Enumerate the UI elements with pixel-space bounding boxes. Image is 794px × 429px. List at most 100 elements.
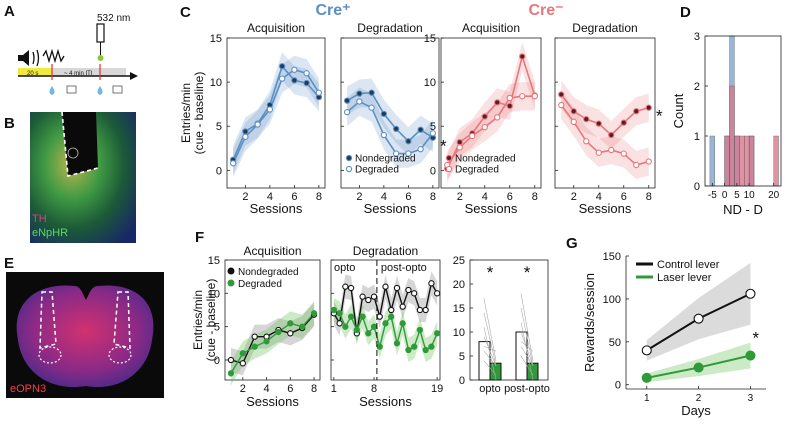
- x-tick-label: 6: [621, 191, 627, 203]
- point-nondegraded: [411, 290, 418, 297]
- y-tick-label: 150: [603, 251, 621, 263]
- point-degraded: [227, 370, 235, 377]
- point-degraded: [531, 93, 538, 100]
- point-degraded: [287, 320, 294, 327]
- bar-nondegraded: [478, 341, 491, 381]
- sem-band: [233, 52, 319, 174]
- point-degraded: [416, 326, 424, 334]
- y-tick-label: 15: [210, 33, 222, 45]
- point-control: [641, 345, 652, 356]
- x-axis-label: Sessions: [579, 201, 632, 216]
- significance-star: *: [752, 329, 759, 348]
- histogram-bar: [748, 135, 755, 187]
- point-degraded: [429, 130, 437, 137]
- point-nondegraded: [417, 126, 424, 133]
- point-nondegraded: [382, 283, 389, 290]
- iti-duration-label: ~ 4 min ITI: [64, 71, 93, 77]
- subject-line: [483, 327, 497, 381]
- x-tick-label: 4: [267, 191, 273, 203]
- legend-label-nondegraded: Nondegraded: [238, 267, 299, 278]
- point-degraded: [519, 93, 526, 100]
- point-degraded: [506, 94, 513, 102]
- legend-marker-degraded: [345, 165, 353, 173]
- point-nondegraded: [303, 79, 310, 87]
- point-degraded: [310, 310, 318, 317]
- point-degraded: [368, 104, 375, 111]
- x-tick-label: -5: [708, 190, 717, 201]
- group-title-cre-neg: Cre⁻: [528, 2, 563, 19]
- point-nondegraded: [405, 138, 412, 145]
- point-degraded: [608, 146, 615, 154]
- legend-label-laser: Laser lever: [657, 272, 712, 284]
- subject-line: [483, 298, 497, 361]
- point-degraded: [380, 131, 388, 139]
- histogram-bar: [724, 135, 730, 187]
- point-nondegraded: [519, 53, 526, 60]
- panel-e-histology-image: eOPN3: [6, 272, 164, 398]
- x-tick-label: 8: [646, 191, 652, 203]
- significance-star: *: [656, 107, 663, 126]
- x-tick-label: 4: [264, 383, 270, 395]
- point-degraded: [411, 343, 418, 350]
- point-nondegraded: [633, 108, 640, 115]
- point-degraded: [428, 343, 435, 350]
- x-tick-label: 6: [287, 383, 293, 395]
- point-degraded: [392, 150, 400, 157]
- x-tick-label: 19: [431, 383, 443, 395]
- sem-band: [230, 302, 315, 376]
- point-degraded: [330, 306, 338, 314]
- point-nondegraded: [380, 110, 388, 118]
- x-tick-label: 2: [571, 191, 577, 203]
- iti-period-bar: [52, 68, 126, 76]
- x-tick-label: 4: [381, 191, 387, 203]
- legend-marker-nondegraded: [227, 267, 235, 275]
- point-degraded: [417, 146, 424, 153]
- point-degraded: [370, 323, 378, 330]
- y-tick-label: 25: [453, 255, 465, 267]
- sem-band: [447, 82, 535, 180]
- legend-marker-nondegraded: [345, 154, 353, 162]
- subject-line: [520, 331, 534, 366]
- subplot-title: Degradation: [353, 244, 418, 258]
- y-tick-label: 10: [453, 327, 465, 339]
- point-nondegraded: [336, 320, 343, 327]
- y-axis-label: Rewards/session: [582, 273, 597, 372]
- point-nondegraded: [376, 313, 383, 320]
- x-tick-label: 4: [596, 191, 602, 203]
- x-axis-label: Sessions: [364, 201, 417, 216]
- point-nondegraded: [570, 108, 577, 115]
- histogram-bar: [729, 85, 735, 187]
- point-degraded: [347, 313, 355, 320]
- x-tick-label: 8: [371, 383, 377, 395]
- x-axis-label: Sessions: [250, 201, 303, 216]
- y-tick-label: 0: [459, 375, 465, 387]
- phase-label-opto: opto: [334, 262, 355, 274]
- y-tick-label: 2: [694, 81, 700, 93]
- x-tick-label: 2: [242, 191, 248, 203]
- x-tick-label: 2: [240, 383, 246, 395]
- reward-drop-icon-1: [49, 86, 55, 95]
- point-nondegraded: [422, 306, 429, 314]
- subplot-title: Acquisition: [243, 244, 301, 258]
- point-degraded: [433, 330, 441, 337]
- point-nondegraded: [343, 97, 351, 104]
- point-degraded: [266, 106, 274, 113]
- subplot-title: Acquisition: [462, 21, 520, 35]
- x-tick-label: 8: [430, 191, 436, 203]
- x-tick-label: 4: [482, 191, 488, 203]
- x-tick-label: 20: [768, 190, 780, 201]
- x-axis-label: Sessions: [359, 394, 412, 409]
- point-control: [745, 288, 756, 299]
- y-tick-label: 10: [210, 77, 222, 89]
- point-control: [693, 313, 704, 324]
- x-category-label: opto: [479, 383, 500, 395]
- y-tick-label: 15: [453, 303, 465, 315]
- panel-letter-e: E: [4, 255, 14, 272]
- axes-frame: [330, 259, 441, 381]
- x-tick-label: 1: [644, 393, 650, 404]
- significance-star: *: [524, 263, 531, 282]
- significance-star: *: [440, 137, 447, 156]
- point-degraded: [405, 150, 412, 157]
- point-degraded: [494, 114, 501, 121]
